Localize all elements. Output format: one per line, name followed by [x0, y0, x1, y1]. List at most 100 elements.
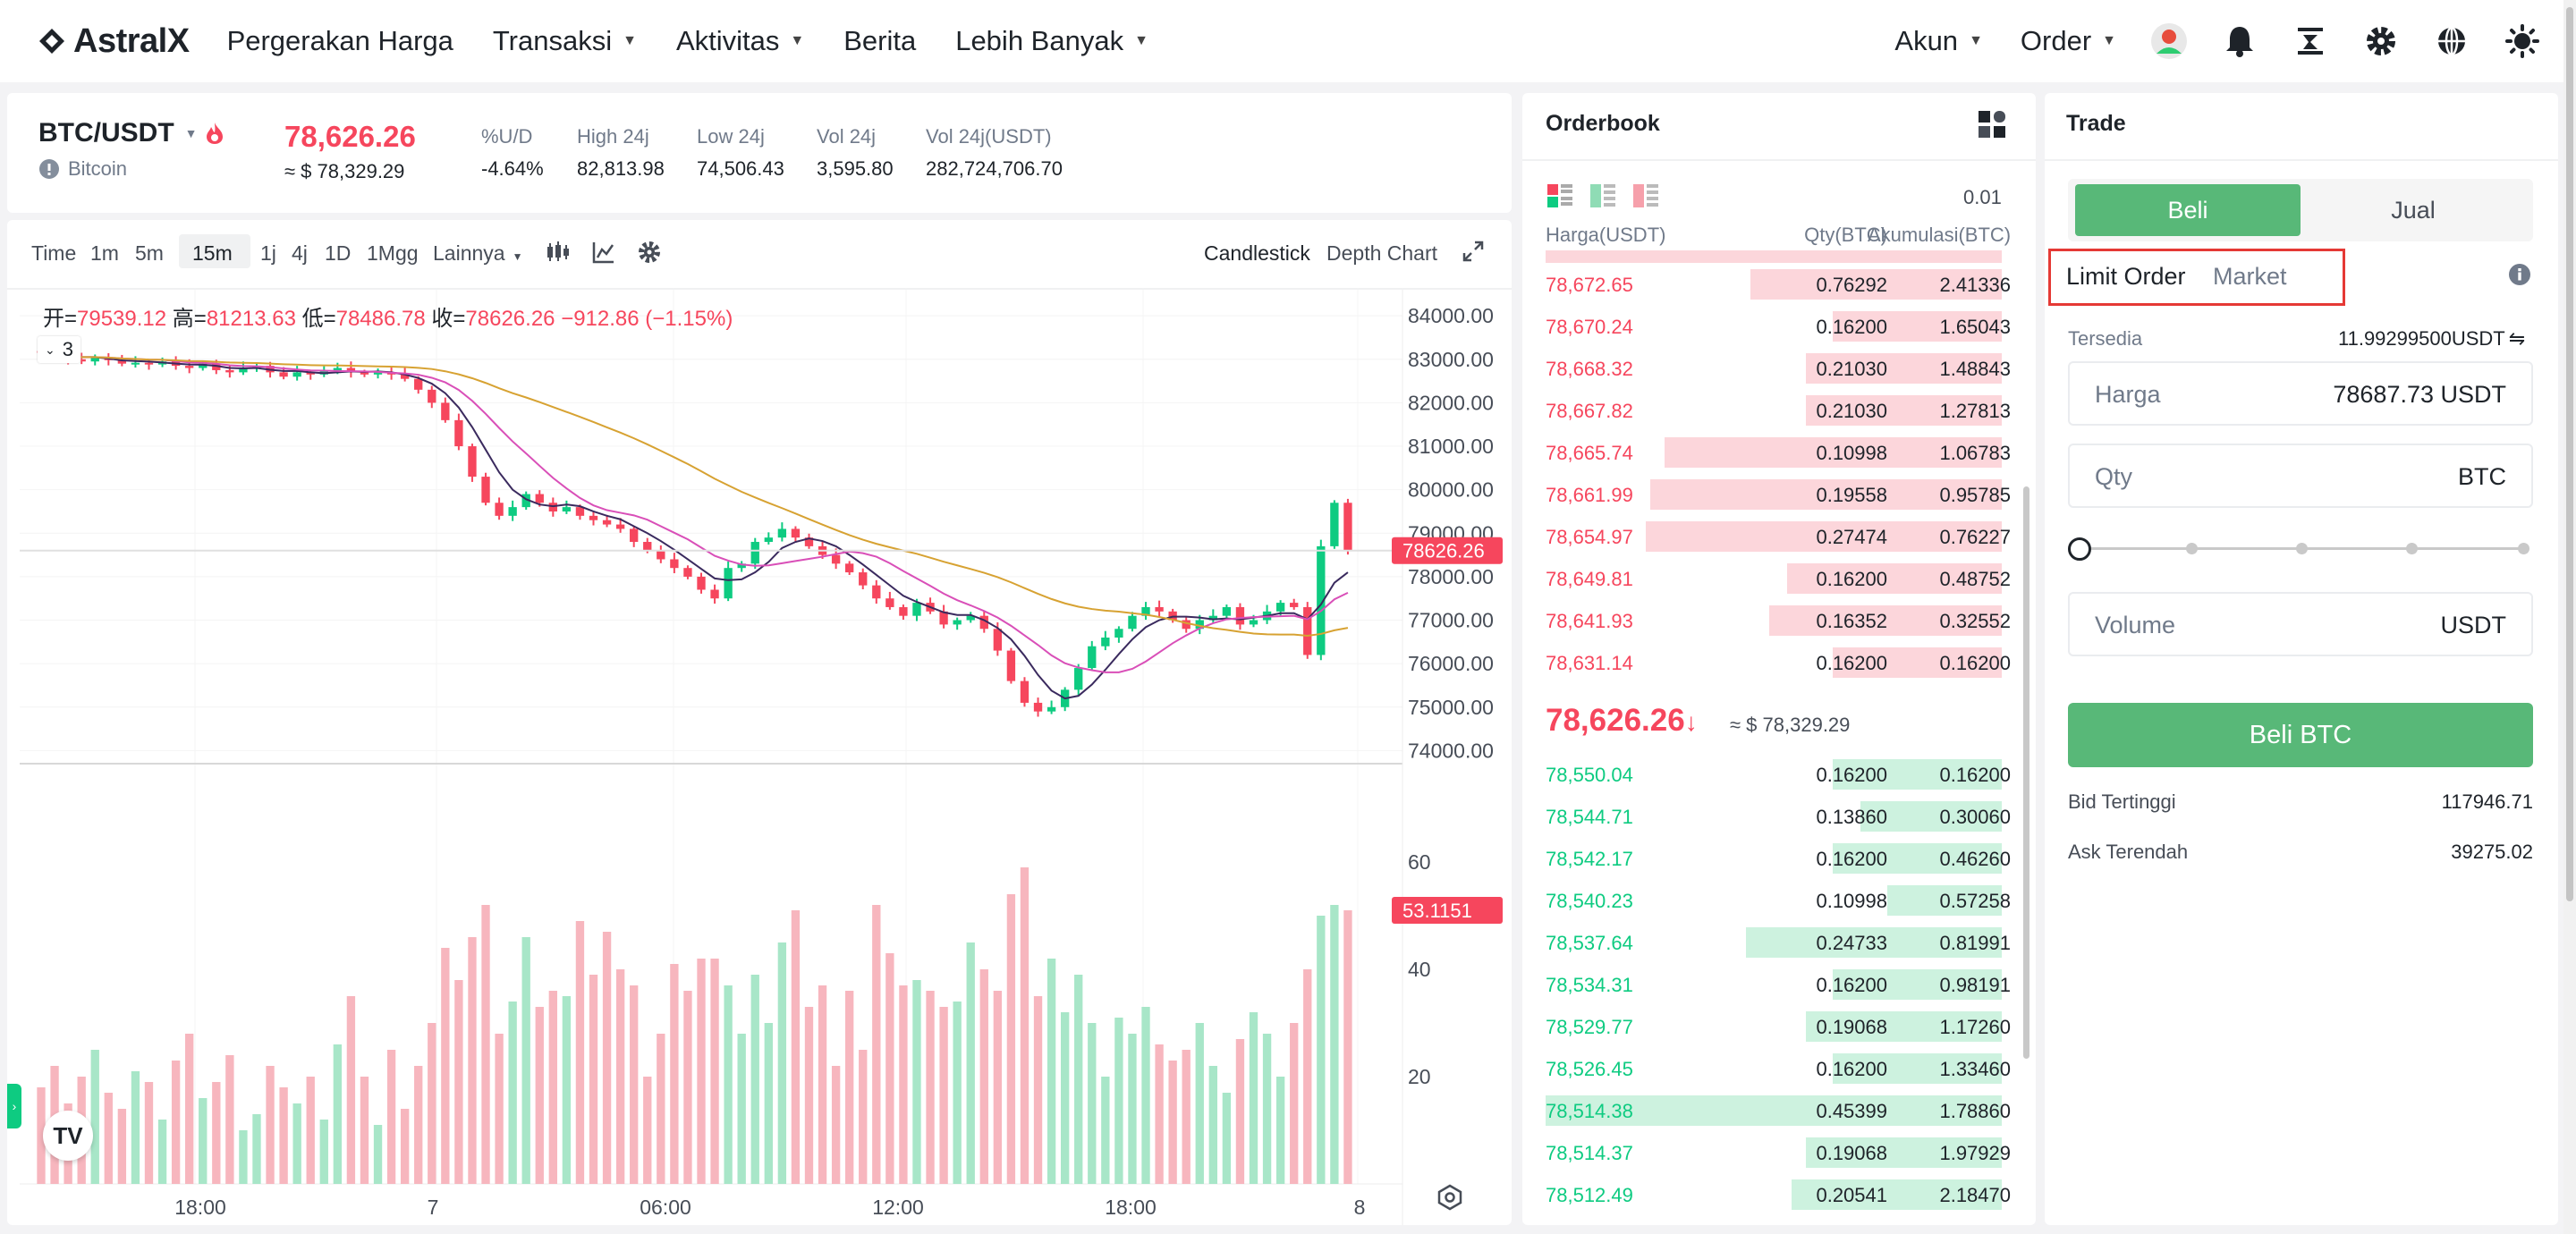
percent-slider[interactable] — [2068, 535, 2533, 562]
order-cumulative: 1.27813 — [1939, 400, 2011, 422]
interval-15m[interactable]: 15m — [192, 241, 233, 265]
interval-15m-active[interactable] — [179, 234, 250, 268]
bid-row[interactable]: 78,542.17 0.16200 0.46260 — [1522, 837, 2036, 879]
ask-row[interactable]: 78,641.93 0.16352 0.32552 — [1522, 599, 2036, 641]
bid-row[interactable]: 78,514.38 0.45399 1.78860 — [1522, 1089, 2036, 1131]
price-chart[interactable]: 84000.00 83000.00 82000.00 81000.00 80000.00… — [7, 290, 1512, 1225]
interval-1j[interactable]: 1j — [260, 241, 276, 265]
bid-row[interactable]: 78,544.71 0.13860 0.30060 — [1522, 795, 2036, 837]
ask-row[interactable]: 78,668.32 0.21030 1.48843 — [1522, 347, 2036, 389]
nav-order[interactable]: Order ▼ — [2021, 25, 2116, 57]
ask-row[interactable]: 78,631.14 0.16200 0.16200 — [1522, 641, 2036, 683]
depth-bar — [1833, 647, 2002, 678]
candle-type-icon[interactable] — [545, 240, 570, 271]
transfer-icon[interactable]: ⇋ — [2508, 327, 2526, 350]
order-qty: 0.21030 — [1816, 358, 1887, 380]
order-qty: 0.13860 — [1816, 806, 1887, 828]
interval-4j[interactable]: 4j — [292, 241, 308, 265]
logo[interactable]: AstralX — [36, 22, 190, 61]
ask-row[interactable]: 78,670.24 0.16200 1.65043 — [1522, 305, 2036, 347]
bid-row[interactable]: 78,514.37 0.19068 1.97929 — [1522, 1131, 2036, 1173]
bell-icon[interactable] — [2222, 23, 2258, 59]
ask-row[interactable]: 78,665.74 0.10998 1.06783 — [1522, 431, 2036, 473]
nav-pergerakan-harga[interactable]: Pergerakan Harga — [227, 25, 453, 57]
tradingview-logo[interactable]: TV — [43, 1111, 93, 1161]
ask-row[interactable]: 78,649.81 0.16200 0.48752 — [1522, 557, 2036, 599]
order-cumulative: 2.41336 — [1939, 274, 2011, 296]
nav-berita[interactable]: Berita — [843, 25, 916, 57]
limit-order-tab[interactable]: Limit Order — [2066, 263, 2186, 290]
ask-row[interactable]: 78,661.99 0.19558 0.95785 — [1522, 473, 2036, 515]
interval-5m[interactable]: 5m — [135, 241, 164, 265]
volume-bar — [657, 1034, 665, 1184]
interval-time[interactable]: Time — [31, 241, 77, 265]
interval-1m[interactable]: 1m — [90, 241, 119, 265]
nav-transaksi[interactable]: Transaksi ▼ — [493, 25, 637, 57]
order-price: 78,542.17 — [1546, 848, 1633, 870]
precision-selector[interactable]: 0.01 — [1963, 186, 2002, 208]
vol-tick-label: 40 — [1408, 958, 1431, 981]
nav-lebih-banyak[interactable]: Lebih Banyak ▼ — [955, 25, 1148, 57]
chart-settings-icon[interactable] — [637, 240, 662, 271]
candlestick-tab[interactable]: Candlestick — [1204, 241, 1310, 265]
chart-settings-hex-icon[interactable] — [1436, 1184, 1463, 1217]
price-field[interactable]: Harga 78687.73 USDT — [2068, 361, 2533, 426]
candle-body — [1303, 606, 1312, 655]
view-bids-icon[interactable] — [1590, 184, 1615, 214]
depth-chart-tab[interactable]: Depth Chart — [1326, 241, 1438, 265]
volume-bar — [306, 1077, 315, 1184]
slider-tick[interactable] — [2296, 543, 2308, 554]
interval-1mgg[interactable]: 1Mgg — [367, 241, 419, 265]
expand-panel-handle[interactable]: › — [7, 1084, 21, 1128]
slider-tick[interactable] — [2186, 543, 2198, 554]
view-asks-icon[interactable] — [1633, 184, 1658, 214]
globe-icon[interactable] — [2434, 23, 2470, 59]
volume-field[interactable]: Volume USDT — [2068, 592, 2533, 656]
nav-akun[interactable]: Akun ▼ — [1894, 25, 1983, 57]
sell-tab[interactable]: Jual — [2301, 184, 2526, 236]
bid-row[interactable]: 78,526.45 0.16200 1.33460 — [1522, 1047, 2036, 1089]
layout-grid-icon[interactable] — [1977, 109, 2007, 146]
bid-row[interactable]: 78,550.04 0.16200 0.16200 — [1522, 753, 2036, 795]
view-both-icon[interactable] — [1547, 184, 1572, 214]
order-qty: 0.16200 — [1816, 1058, 1887, 1080]
order-cumulative: 0.81991 — [1939, 932, 2011, 954]
download-icon[interactable] — [2292, 23, 2328, 59]
chevron-down-icon: ▼ — [2102, 33, 2116, 48]
theme-sun-icon[interactable] — [2504, 23, 2540, 59]
slider-tick[interactable] — [2518, 543, 2529, 554]
market-tab[interactable]: Market — [2213, 263, 2287, 290]
page-scrollbar[interactable] — [2563, 0, 2576, 1234]
info-icon[interactable] — [2508, 263, 2531, 292]
bid-row[interactable]: 78,512.49 0.20541 2.18470 — [1522, 1173, 2036, 1215]
ask-row[interactable]: 78,672.65 0.76292 2.41336 — [1522, 263, 2036, 305]
bid-row[interactable]: 78,540.23 0.10998 0.57258 — [1522, 879, 2036, 921]
ask-row[interactable]: 78,654.97 0.27474 0.76227 — [1522, 515, 2036, 557]
order-cumulative: 1.78860 — [1939, 1100, 2011, 1122]
orderbook-scrollbar[interactable] — [2023, 486, 2029, 1059]
bid-row[interactable]: 78,529.77 0.19068 1.17260 — [1522, 1005, 2036, 1047]
nav-aktivitas[interactable]: Aktivitas ▼ — [676, 25, 804, 57]
volume-bar — [886, 953, 894, 1184]
indicator-icon[interactable] — [591, 240, 616, 271]
toolbar-divider — [7, 288, 1512, 290]
interval-1d[interactable]: 1D — [325, 241, 352, 265]
pair-selector[interactable]: BTC/USDT ▼ — [38, 118, 225, 148]
buy-btc-button[interactable]: Beli BTC — [2068, 703, 2533, 767]
ask-row[interactable]: 78,667.82 0.21030 1.27813 — [1522, 389, 2036, 431]
buy-tab[interactable]: Beli — [2075, 184, 2301, 236]
indicator-collapse[interactable]: ⌄ 3 — [38, 336, 80, 363]
slider-tick[interactable] — [2406, 543, 2418, 554]
page-scrollbar-thumb[interactable] — [2566, 7, 2573, 901]
qty-field[interactable]: Qty BTC — [2068, 444, 2533, 508]
fullscreen-icon[interactable] — [1462, 240, 1485, 269]
interval-more-dropdown[interactable]: Lainnya ▼ — [433, 241, 522, 266]
avatar[interactable] — [2151, 23, 2187, 59]
bid-row[interactable]: 78,537.64 0.24733 0.81991 — [1522, 921, 2036, 963]
volume-bar — [966, 942, 975, 1184]
buy-tab-label: Beli — [2167, 196, 2208, 224]
candle-body — [979, 615, 988, 630]
slider-handle[interactable] — [2068, 537, 2091, 561]
bid-row[interactable]: 78,534.31 0.16200 0.98191 — [1522, 963, 2036, 1005]
gear-icon[interactable] — [2363, 23, 2399, 59]
